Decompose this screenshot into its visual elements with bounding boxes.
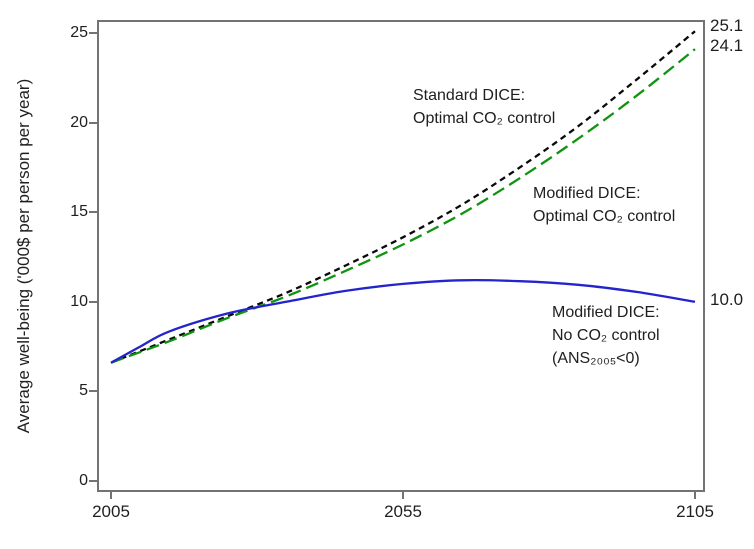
end-value-label-modified-dice-optimal: 24.1 <box>710 36 744 55</box>
y-tick-mark <box>89 390 97 393</box>
x-tick-mark <box>402 491 404 499</box>
annotation-text-line: Standard DICE: <box>413 87 526 104</box>
y-tick-mark <box>89 211 97 214</box>
plot-area <box>97 20 705 492</box>
y-tick-mark <box>89 300 97 303</box>
x-tick-mark <box>694 491 696 499</box>
annotation-text-line: Optimal CO₂ control <box>533 208 676 225</box>
annotation-text-line: Optimal CO₂ control <box>413 110 556 127</box>
annotation-standard-dice: Standard DICE: Optimal CO₂ control <box>413 84 555 130</box>
y-tick-label: 0 <box>79 472 88 489</box>
y-tick-label: 20 <box>70 113 88 131</box>
series-line-modified-dice-optimal <box>110 48 696 364</box>
end-value-label-standard-dice: 25.1 <box>710 16 744 35</box>
y-tick-mark <box>89 480 97 482</box>
annotation-text-line: Modified DICE: <box>533 185 641 202</box>
y-tick-label: 15 <box>70 203 88 221</box>
y-tick-label: 25 <box>70 24 88 41</box>
series-line-standard-dice-optimal <box>110 30 696 364</box>
x-tick-mark <box>110 491 112 499</box>
y-tick-mark <box>89 121 97 124</box>
annotation-text-line: (ANS₂₀₀₅<0) <box>552 350 640 367</box>
series-line-modified-dice-no-control <box>110 278 696 364</box>
annotation-modified-dice-optimal: Modified DICE: Optimal CO₂ control <box>533 182 675 228</box>
y-axis-label: Average well-being ('000$ per person per… <box>14 78 33 434</box>
x-tick-label: 2005 <box>92 502 130 521</box>
x-tick-label: 2055 <box>384 502 422 521</box>
annotation-text-line: Modified DICE: <box>552 304 660 321</box>
x-tick-label: 2105 <box>676 502 714 521</box>
annotation-modified-dice-no-control: Modified DICE: No CO₂ control (ANS₂₀₀₅<0… <box>552 301 660 370</box>
y-tick-label: 5 <box>79 382 88 400</box>
y-tick-label: 10 <box>70 292 88 310</box>
annotation-text-line: No CO₂ control <box>552 327 660 344</box>
end-value-label-modified-dice-no-control: 10.0 <box>710 290 744 309</box>
chart-plot-svg <box>110 30 696 364</box>
y-tick-mark <box>89 32 97 34</box>
